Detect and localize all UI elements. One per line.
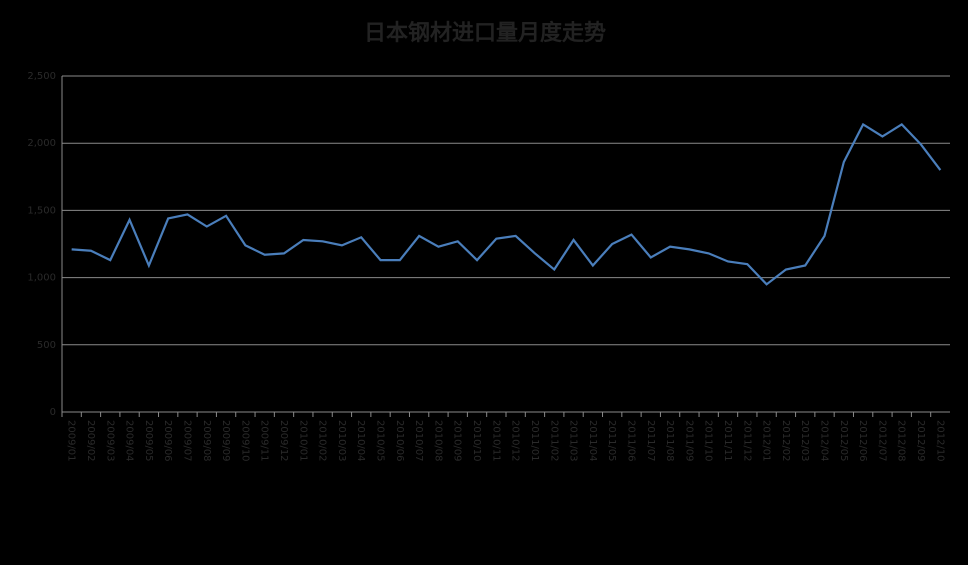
x-tick-label: 2011/02 [548,420,559,462]
y-tick-label: 500 [37,340,56,351]
x-tick-label: 2009/07 [181,420,192,462]
y-tick-label: 0 [50,407,56,418]
x-tick-label: 2010/12 [510,420,521,462]
x-tick-label: 2012/08 [896,420,907,462]
x-tick-label: 2009/01 [66,420,77,462]
data-line [71,122,942,286]
x-tick-label: 2009/10 [239,420,250,462]
x-tick-label: 2010/03 [336,420,347,462]
x-tick-label: 2009/08 [201,420,212,462]
y-tick-label: 1,500 [27,205,56,216]
x-tick-label: 2010/08 [432,420,443,462]
x-tick-label: 2010/05 [375,420,386,462]
x-tick-label: 2011/12 [741,420,752,462]
x-tick-label: 2009/02 [85,420,96,462]
x-tick-label: 2012/07 [876,420,887,462]
x-tick-label: 2010/02 [317,420,328,462]
x-tick-label: 2009/06 [162,420,173,462]
x-tick-label: 2012/10 [934,420,945,462]
x-tick-label: 2011/08 [664,420,675,462]
x-tick-label: 2009/04 [124,420,135,462]
x-tick-label: 2010/01 [297,420,308,462]
x-tick-label: 2011/09 [683,420,694,462]
x-tick-label: 2011/01 [529,420,540,462]
x-tick-label: 2010/09 [452,420,463,462]
x-tick-label: 2012/01 [761,420,772,462]
x-tick-label: 2011/06 [625,420,636,462]
x-tick-label: 2011/07 [645,420,656,462]
x-tick-label: 2010/07 [413,420,424,462]
x-tick-label: 2011/05 [606,420,617,462]
x-tick-label: 2012/04 [819,420,830,462]
x-tick-label: 2011/03 [568,420,579,462]
x-tick-label: 2010/10 [471,420,482,462]
x-tick-label: 2009/11 [259,420,270,462]
chart-title: 日本钢材进口量月度走势 [364,20,606,46]
x-tick-label: 2012/05 [838,420,849,462]
x-tick-label: 2011/11 [722,420,733,462]
y-tick-label: 2,000 [27,138,56,149]
x-tick-label: 2012/09 [915,420,926,462]
x-tick-label: 2009/05 [143,420,154,462]
x-tick-label: 2012/03 [799,420,810,462]
x-tick-label: 2011/04 [587,420,598,462]
x-tick-label: 2012/02 [780,420,791,462]
x-tick-label: 2009/12 [278,420,289,462]
x-tick-label: 2009/09 [220,420,231,462]
x-tick-label: 2010/11 [490,420,501,462]
x-tick-label: 2012/06 [857,420,868,462]
x-tick-label: 2010/04 [355,420,366,462]
x-tick-label: 2009/03 [104,420,115,462]
y-tick-label: 2,500 [27,71,56,82]
x-tick-label: 2011/10 [703,420,714,462]
x-tick-label: 2010/06 [394,420,405,462]
y-tick-label: 1,000 [27,273,56,284]
